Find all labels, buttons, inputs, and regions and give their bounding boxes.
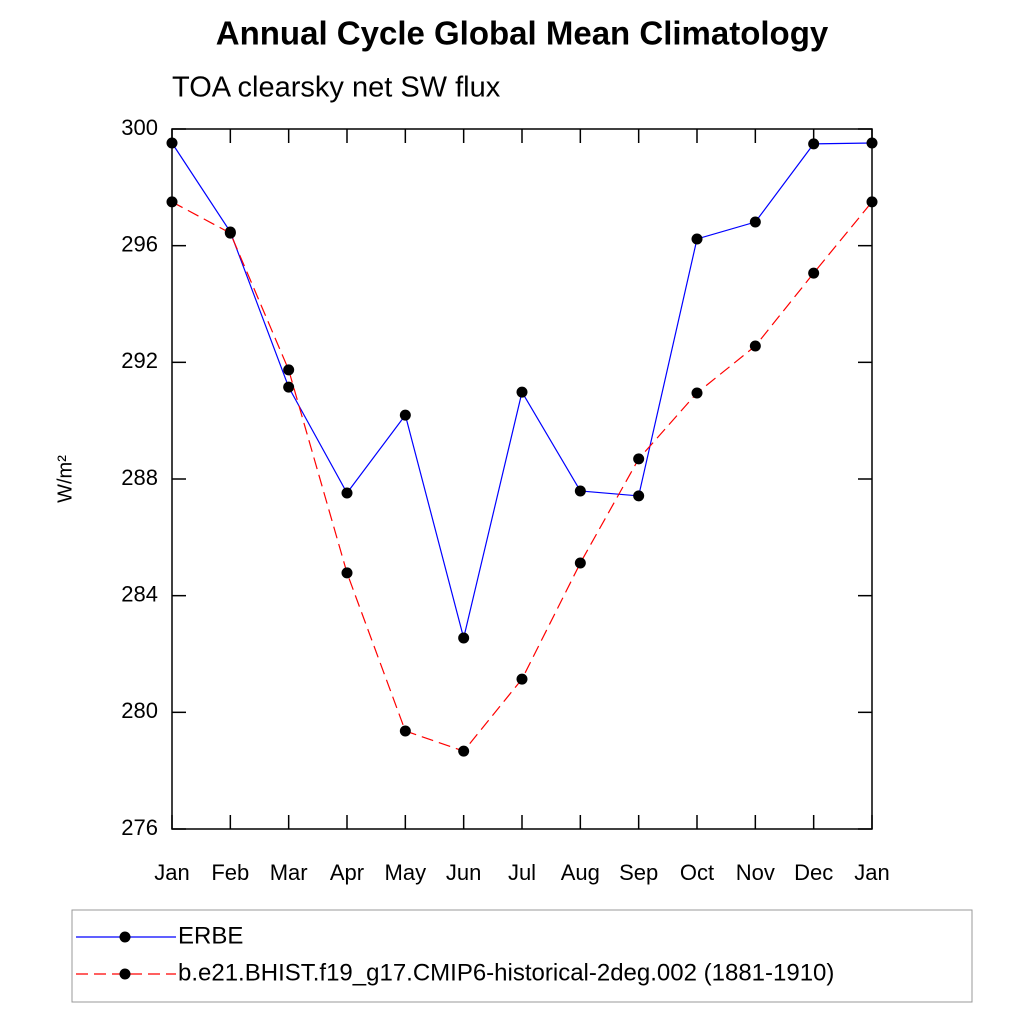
data-point — [399, 725, 411, 737]
x-tick-label: Jun — [446, 860, 481, 885]
chart-subtitle: TOA clearsky net SW flux — [172, 72, 501, 104]
legend-label: ERBE — [178, 922, 243, 949]
data-point — [516, 386, 528, 398]
data-point — [458, 632, 470, 644]
plot-frame — [171, 128, 873, 830]
x-tick-label: Oct — [680, 860, 714, 885]
chart-title: Annual Cycle Global Mean Climatology — [216, 15, 829, 52]
x-tick-label: Jan — [854, 860, 889, 885]
data-point — [399, 409, 411, 421]
y-tick-label: 296 — [121, 231, 158, 256]
x-tick-label: Mar — [270, 860, 308, 885]
data-point — [749, 216, 761, 228]
x-tick-label: May — [385, 860, 427, 885]
x-tick-label: Jul — [508, 860, 536, 885]
y-tick-label: 292 — [121, 348, 158, 373]
data-point — [516, 673, 528, 685]
y-axis-label: W/m² — [54, 455, 76, 503]
y-tick-label: 284 — [121, 581, 158, 606]
data-point — [574, 485, 586, 497]
data-point — [458, 745, 470, 757]
y-tick-label: 280 — [121, 698, 158, 723]
data-point — [691, 387, 703, 399]
data-point — [224, 227, 236, 239]
data-point — [749, 340, 761, 352]
legend-box — [71, 909, 973, 1003]
data-point — [574, 557, 586, 569]
data-point — [866, 137, 878, 149]
data-point — [341, 487, 353, 499]
x-tick-label: Aug — [561, 860, 600, 885]
data-point — [808, 267, 820, 279]
legend-marker — [119, 931, 131, 943]
series-line — [171, 201, 873, 752]
data-point — [808, 138, 820, 150]
data-point — [633, 490, 645, 502]
data-point — [283, 381, 295, 393]
legend-marker — [119, 968, 131, 980]
y-tick-label: 276 — [121, 815, 158, 840]
data-point — [691, 233, 703, 245]
data-point — [341, 567, 353, 579]
x-tick-label: Dec — [794, 860, 833, 885]
data-point — [166, 137, 178, 149]
x-tick-label: Sep — [619, 860, 658, 885]
data-point — [283, 364, 295, 376]
y-tick-label: 288 — [121, 465, 158, 490]
data-point — [866, 196, 878, 208]
data-point — [166, 196, 178, 208]
x-tick-label: Apr — [330, 860, 364, 885]
x-tick-label: Jan — [154, 860, 189, 885]
x-tick-label: Nov — [736, 860, 775, 885]
y-tick-label: 300 — [121, 115, 158, 140]
legend-label: b.e21.BHIST.f19_g17.CMIP6-historical-2de… — [178, 959, 834, 986]
data-point — [633, 453, 645, 465]
x-tick-label: Feb — [211, 860, 249, 885]
